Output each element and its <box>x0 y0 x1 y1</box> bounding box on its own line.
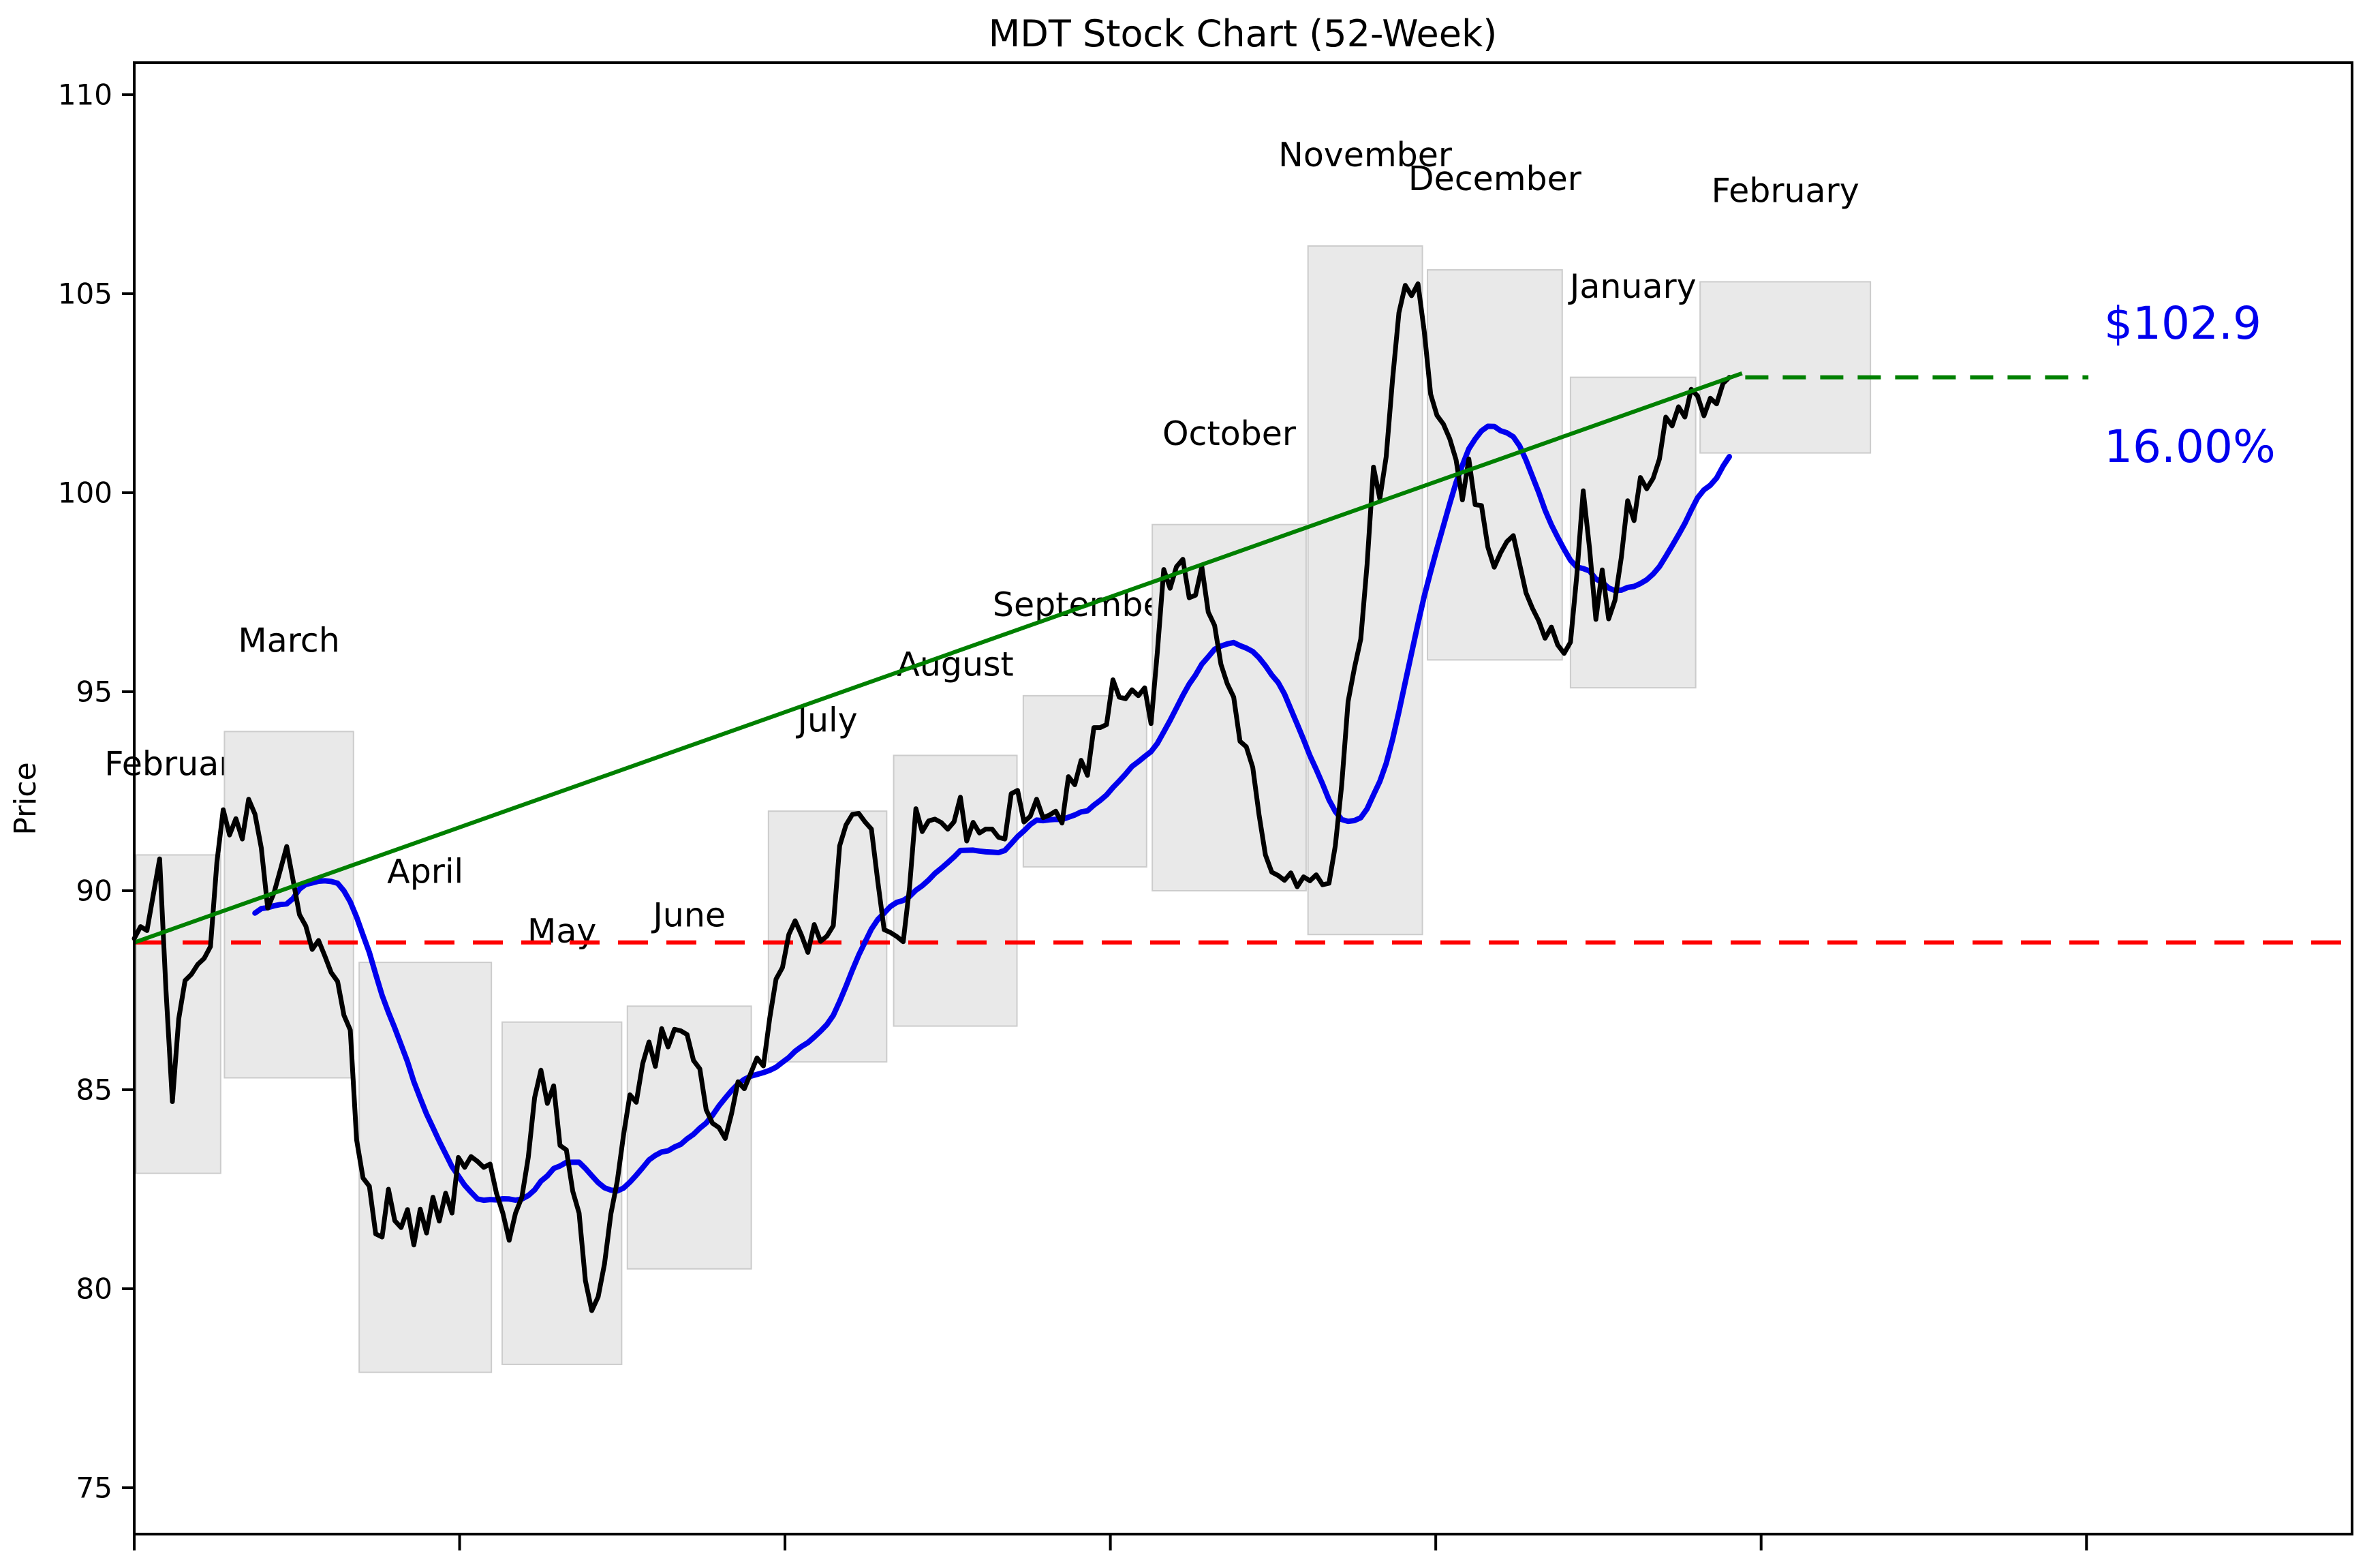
month-range-box <box>1427 269 1563 661</box>
chart-title: MDT Stock Chart (52-Week) <box>989 12 1498 55</box>
y-axis-tick-label: 80 <box>76 1272 112 1306</box>
month-label: November <box>1278 136 1453 174</box>
y-axis-tick-label: 110 <box>58 78 112 112</box>
month-label: June <box>651 896 726 935</box>
month-range-box <box>1022 694 1147 868</box>
y-axis-tick-label: 90 <box>76 874 112 908</box>
y-axis-tick-label: 85 <box>76 1073 112 1107</box>
month-label: February <box>1712 172 1859 211</box>
month-label: March <box>238 622 339 660</box>
plot-frame <box>133 61 2353 1535</box>
y-axis-tick-label: 100 <box>58 476 112 510</box>
month-label: May <box>527 912 596 951</box>
month-label: January <box>1568 267 1697 306</box>
month-label: April <box>387 852 463 891</box>
trend-line <box>133 371 1743 945</box>
percent-change-annotation: 16.00% <box>2104 420 2276 473</box>
month-range-box <box>358 962 493 1373</box>
month-label: July <box>796 701 858 739</box>
y-axis-tick-label: 95 <box>76 675 112 709</box>
y-axis-tick-label: 105 <box>58 277 112 311</box>
month-label: December <box>1408 159 1582 198</box>
target-price-annotation: $102.9 <box>2104 297 2261 350</box>
y-axis-label: Price <box>8 762 43 835</box>
month-range-box <box>1569 376 1697 689</box>
y-axis-tick-label: 75 <box>76 1471 112 1505</box>
daily-price-line <box>132 281 1732 1313</box>
month-label: October <box>1162 414 1297 453</box>
month-range-box <box>1699 281 1872 454</box>
